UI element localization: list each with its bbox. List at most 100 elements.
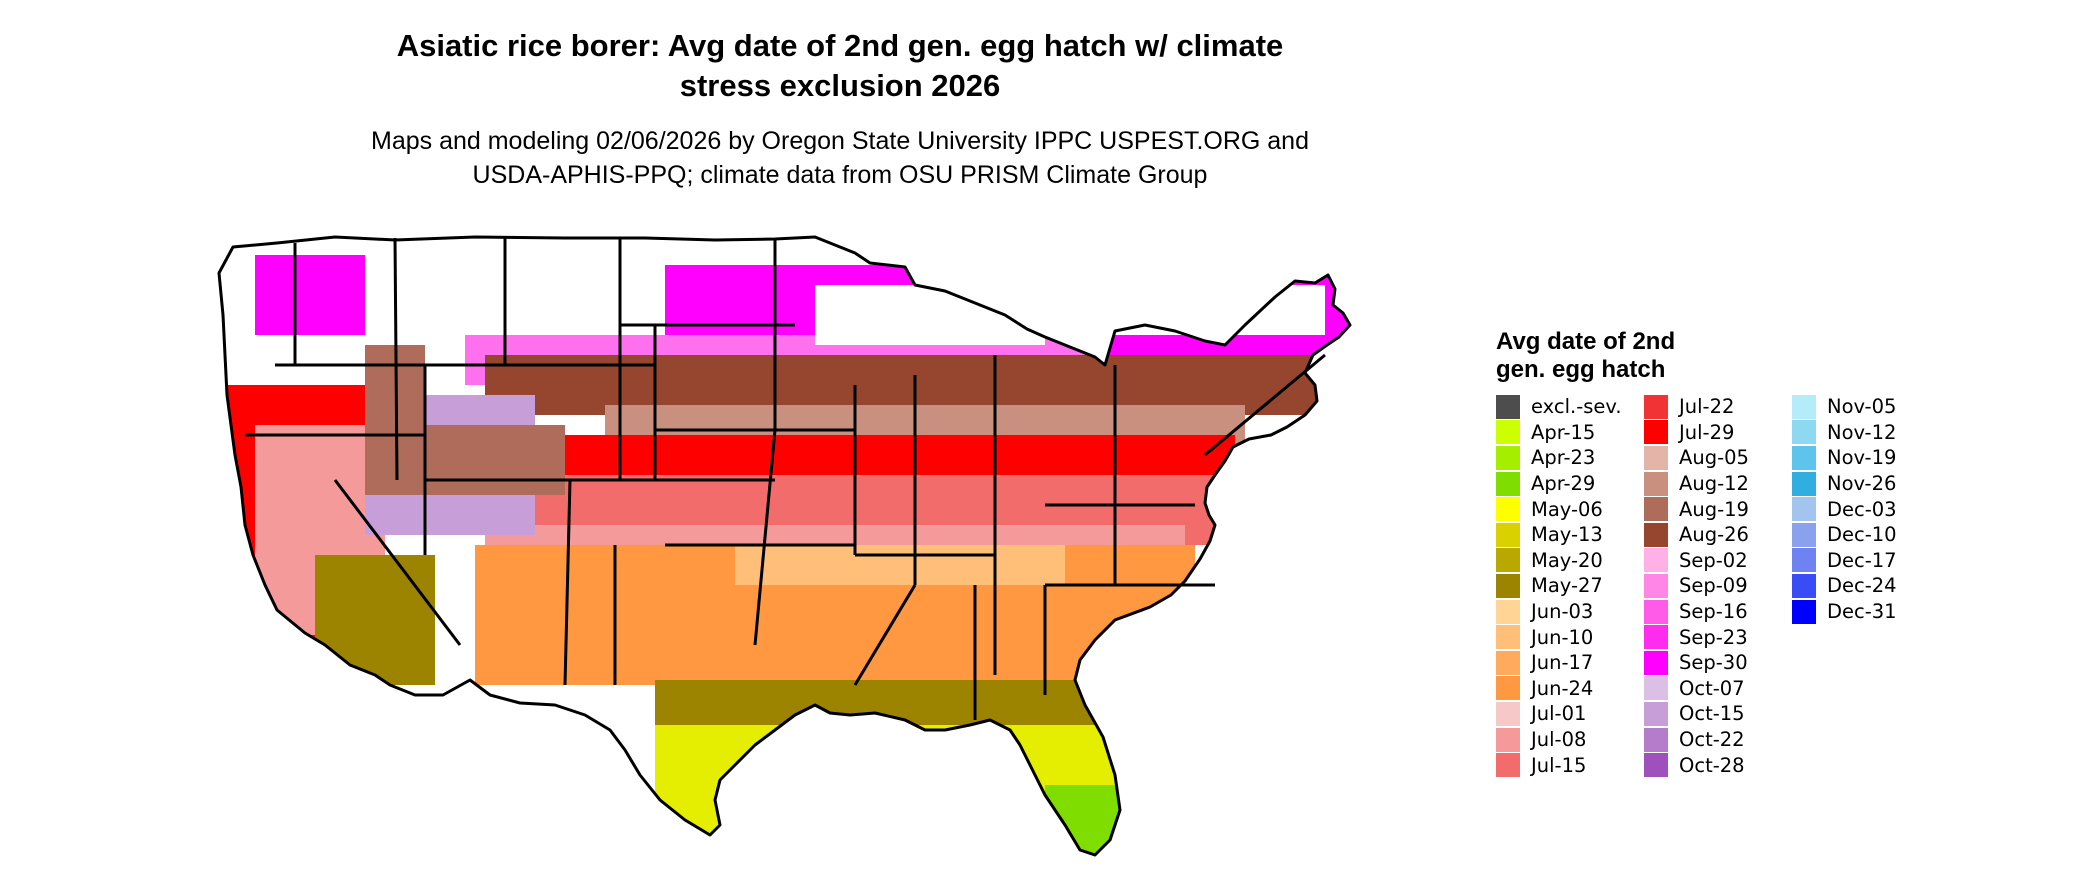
legend-swatch [1496,497,1520,522]
legend-label: Oct-28 [1679,753,1745,777]
legend-entry: Dec-10 [1792,522,1940,548]
legend-swatch [1792,445,1816,470]
legend-swatch [1792,573,1816,598]
legend-entry: Nov-19 [1792,445,1940,471]
legend-entry: Oct-28 [1644,752,1792,778]
hatch-zone [735,545,1065,585]
legend-label: Aug-19 [1679,497,1749,521]
legend-label: Nov-26 [1827,472,1897,496]
legend-label: Aug-12 [1679,472,1749,496]
subtitle-line-1: Maps and modeling 02/06/2026 by Oregon S… [371,127,1309,155]
state-boundaries [217,235,1352,857]
legend-entry: Aug-26 [1644,522,1792,548]
legend-swatch [1644,497,1668,522]
legend-entry: Aug-12 [1644,471,1792,497]
legend-label: Dec-31 [1827,600,1897,624]
legend-swatch [1644,573,1668,598]
legend-swatch [1496,394,1520,419]
legend-entry: Jul-01 [1496,701,1644,727]
legend-column: Nov-05 Nov-12 Nov-19 Nov-26 Dec-03 Dec-10 Dec-… [1792,394,1940,778]
legend-swatch [1644,445,1668,470]
legend-label: excl.-sev. [1531,395,1622,419]
legend-swatch [1644,471,1668,496]
legend-entry: May-20 [1496,548,1644,574]
legend-label: May-20 [1531,548,1603,572]
legend-entry: Dec-03 [1792,496,1940,522]
legend-entry: Oct-22 [1644,727,1792,753]
legend-label: Jul-15 [1531,753,1587,777]
legend-entry: May-06 [1496,496,1644,522]
hatch-zone [1045,785,1145,855]
legend-label: Jun-03 [1531,600,1594,624]
legend-entry: Dec-31 [1792,599,1940,625]
legend-label: Aug-05 [1679,446,1749,470]
legend-swatch [1792,548,1816,573]
legend-swatch [1644,701,1668,726]
legend-label: Jul-08 [1531,728,1587,752]
legend-label: Oct-15 [1679,702,1745,726]
legend-label: Jul-22 [1679,395,1735,419]
legend-swatch [1496,676,1520,701]
hatch-zone [315,555,435,685]
legend-swatch [1496,445,1520,470]
legend-swatch [1644,522,1668,547]
hatch-zone [255,255,365,335]
legend-swatch [1496,701,1520,726]
legend-label: Jun-17 [1531,651,1594,675]
legend-entry: Jul-29 [1644,420,1792,446]
legend-swatch [1792,471,1816,496]
legend-column: Jul-22 Jul-29 Aug-05 Aug-12 Aug-19 Aug-26 Sep-… [1644,394,1792,778]
legend-label: Sep-30 [1679,651,1748,675]
hatch-date-fill [219,237,1350,855]
legend-entry: Dec-17 [1792,548,1940,574]
legend-title-line-1: Avg date of 2nd [1496,328,1676,355]
legend-entry: Apr-15 [1496,420,1644,446]
legend-label: Sep-23 [1679,625,1748,649]
legend-label: Nov-05 [1827,395,1897,419]
legend-label: Apr-23 [1531,446,1596,470]
legend-entry: Aug-05 [1644,445,1792,471]
title-line-2: stress exclusion 2026 [679,68,1001,103]
legend-entry: excl.-sev. [1496,394,1644,420]
legend-label: Oct-07 [1679,676,1745,700]
legend-entry: May-27 [1496,573,1644,599]
legend-entry: Jul-22 [1644,394,1792,420]
legend-swatch [1496,420,1520,445]
legend-label: Apr-15 [1531,420,1596,444]
map-legend: Avg date of 2nd gen. egg hatch excl.-sev… [1496,328,1940,778]
legend-label: May-13 [1531,523,1603,547]
legend-entry: Sep-23 [1644,624,1792,650]
legend-swatch [1644,753,1668,778]
legend-label: Jun-24 [1531,676,1594,700]
legend-entry: Jun-10 [1496,624,1644,650]
legend-swatch [1644,599,1668,624]
legend-entry: Jun-24 [1496,676,1644,702]
legend-entry: May-13 [1496,522,1644,548]
legend-label: Apr-29 [1531,472,1596,496]
legend-entry: Nov-05 [1792,394,1940,420]
legend-label: Dec-03 [1827,497,1897,521]
legend-swatch [1496,471,1520,496]
legend-entry: Nov-12 [1792,420,1940,446]
legend-entry: Jul-08 [1496,727,1644,753]
hatch-zone [425,425,565,495]
legend-swatch [1792,599,1816,624]
legend-label: May-27 [1531,574,1603,598]
legend-entry: Jun-03 [1496,599,1644,625]
legend-entry: Dec-24 [1792,573,1940,599]
legend-label: Oct-22 [1679,728,1745,752]
legend-entry: Aug-19 [1644,496,1792,522]
us-hatch-date-map [217,235,1352,857]
legend-label: Dec-10 [1827,523,1897,547]
legend-label: Jul-29 [1679,420,1735,444]
legend-entry: Sep-30 [1644,650,1792,676]
legend-entry: Sep-16 [1644,599,1792,625]
legend-label: Nov-12 [1827,420,1897,444]
legend-swatch [1792,420,1816,445]
legend-swatch [1496,625,1520,650]
legend-entry: Sep-09 [1644,573,1792,599]
legend-title: Avg date of 2nd gen. egg hatch [1496,328,1940,384]
legend-swatch [1644,727,1668,752]
legend-swatch [1792,522,1816,547]
legend-swatch [1496,753,1520,778]
